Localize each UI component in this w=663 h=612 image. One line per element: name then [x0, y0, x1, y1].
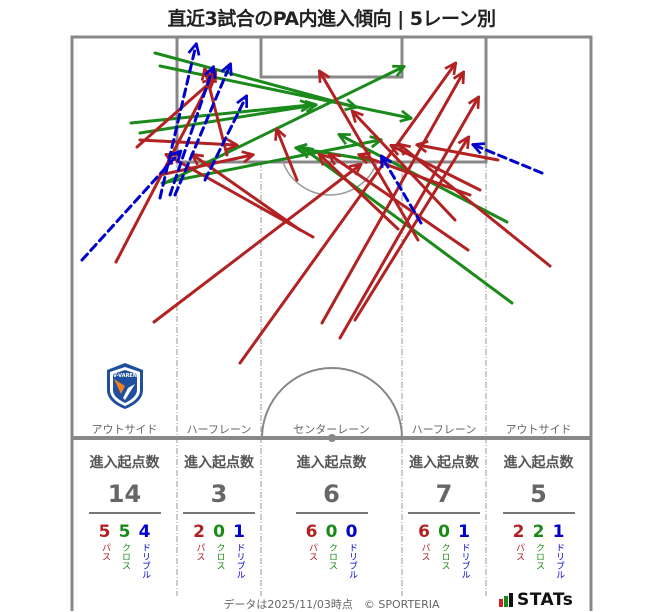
dribble-label: ドリブル	[459, 543, 470, 579]
pass-count: 6	[305, 522, 318, 542]
lane-dividers	[176, 162, 487, 596]
pass-count: 5	[98, 522, 111, 542]
lane-label-outside-right: アウトサイド	[505, 423, 572, 436]
stat-header: 進入起点数	[296, 455, 367, 471]
lane-stats-halfspace-left: 進入起点数 3 2 パス 0 クロス 1 ドリブル	[177, 452, 261, 579]
pass-label: パス	[100, 543, 110, 561]
cross-label: クロス	[327, 543, 337, 570]
cross-arrow	[160, 140, 380, 185]
stat-total: 14	[107, 480, 142, 508]
dribble-label: ドリブル	[554, 543, 564, 579]
dribble-arrow	[158, 45, 196, 200]
center-circle	[261, 367, 403, 439]
stat-header: 進入起点数	[89, 455, 160, 471]
stat-header: 進入起点数	[184, 455, 254, 471]
footer-credit: データは2025/11/03時点 © SPORTERIA	[223, 598, 440, 611]
cross-label: クロス	[439, 543, 450, 570]
cross-arrow	[138, 105, 315, 135]
cross-count: 2	[532, 522, 545, 542]
lane-stats-outside-left: 進入起点数 14 5 パス 5 クロス 4 ドリブル	[72, 452, 177, 579]
cross-label: クロス	[214, 543, 225, 570]
divider	[408, 512, 480, 514]
cross-count: 0	[438, 522, 450, 542]
pass-arrow	[353, 112, 457, 222]
pass-arrow	[330, 155, 470, 252]
divider	[88, 512, 161, 514]
pass-arrow	[238, 64, 455, 365]
dribble-count: 0	[345, 522, 358, 542]
pass-count: 2	[193, 522, 205, 542]
lane-label-outside-left: アウトサイド	[91, 423, 158, 436]
pass-label: パス	[514, 543, 524, 561]
type-breakdown: 2 パス 2 クロス 1 ドリブル	[486, 522, 591, 579]
stat-header: 進入起点数	[409, 455, 479, 471]
dribble-arrow	[203, 97, 246, 182]
cross-count: 5	[118, 522, 131, 542]
cross-label: クロス	[120, 543, 130, 570]
type-breakdown: 2 パス 0 クロス 1 ドリブル	[177, 522, 261, 579]
dribble-count: 4	[138, 522, 151, 542]
cross-label: クロス	[534, 543, 544, 570]
lane-stats-halfspace-right: 進入起点数 7 6 パス 0 クロス 1 ドリブル	[402, 452, 486, 579]
pass-arrow	[167, 155, 315, 239]
pass-arrow	[400, 145, 552, 268]
dribble-count: 1	[458, 522, 470, 542]
brand-name: STATs	[517, 590, 574, 610]
dribble-label: ドリブル	[234, 543, 245, 579]
svg-text:V-VAREN: V-VAREN	[113, 373, 137, 379]
pass-arrow	[320, 155, 400, 231]
cross-arrow	[129, 105, 310, 125]
stat-total: 3	[210, 480, 228, 508]
dribble-count: 1	[552, 522, 565, 542]
dribble-arrow	[173, 65, 230, 197]
dribble-count: 1	[233, 522, 245, 542]
pass-arrow	[277, 130, 299, 182]
divider	[502, 512, 575, 514]
pass-label: パス	[419, 543, 430, 561]
pass-arrow	[392, 146, 482, 192]
lane-label-halfspace-left: ハーフレーン	[186, 423, 252, 436]
type-breakdown: 5 パス 5 クロス 4 ドリブル	[72, 522, 177, 579]
stat-total: 6	[323, 480, 340, 508]
pass-label: パス	[194, 543, 205, 561]
bar-chart-icon	[499, 593, 513, 607]
dribble-label: ドリブル	[347, 543, 357, 579]
divider	[295, 512, 368, 514]
type-breakdown: 6 パス 0 クロス 1 ドリブル	[402, 522, 486, 579]
team-logo: V-VAREN	[107, 363, 143, 409]
pass-count: 2	[512, 522, 525, 542]
cross-count: 0	[325, 522, 338, 542]
chart-title: 直近3試合のPA内進入傾向 | 5レーン別	[167, 8, 496, 30]
dribble-arrow	[382, 157, 423, 225]
lane-label-halfspace-right: ハーフレーン	[411, 423, 477, 436]
center-spot	[328, 434, 336, 442]
stat-header: 進入起点数	[503, 455, 574, 471]
pass-arrow	[338, 98, 478, 340]
pass-arrow	[135, 80, 213, 149]
arrow-layer	[80, 45, 552, 365]
cross-arrow	[153, 51, 355, 107]
dribble-arrow	[168, 68, 213, 197]
pass-label: パス	[307, 543, 317, 561]
stat-total: 7	[435, 480, 453, 508]
lane-stats-outside-right: 進入起点数 5 2 パス 2 クロス 1 ドリブル	[486, 452, 591, 579]
lane-stats-center: 進入起点数 6 6 パス 0 クロス 0 ドリブル	[261, 452, 402, 579]
cross-count: 0	[213, 522, 225, 542]
dribble-label: ドリブル	[140, 543, 150, 579]
stat-total: 5	[530, 480, 547, 508]
type-breakdown: 6 パス 0 クロス 0 ドリブル	[261, 522, 402, 579]
dribble-arrow	[474, 145, 544, 175]
penalty-arc	[282, 161, 378, 196]
divider	[183, 512, 255, 514]
stats-brand-logo: STATs	[499, 590, 573, 610]
lane-label-center: センターレーン	[293, 423, 370, 436]
pass-arrow	[418, 145, 500, 162]
pass-arrow	[152, 165, 360, 324]
dribble-arrow	[80, 152, 180, 262]
pass-arrow	[320, 72, 420, 242]
pass-arrow	[360, 155, 472, 197]
pass-count: 6	[418, 522, 430, 542]
